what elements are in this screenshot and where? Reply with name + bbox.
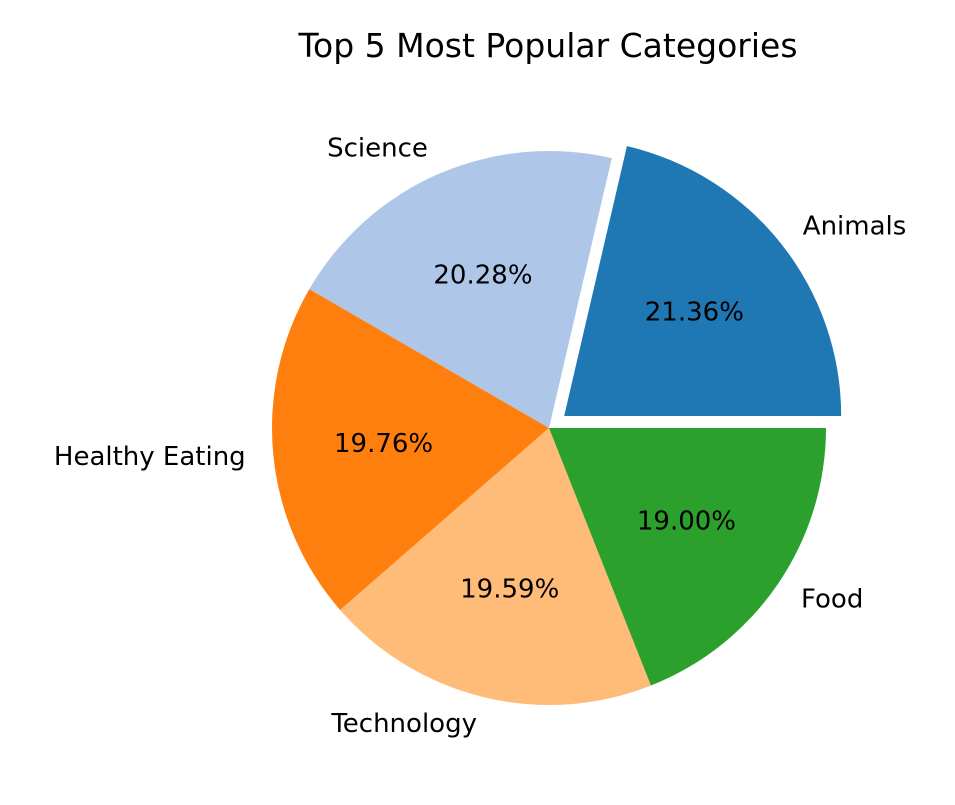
pie-slice-animals: [564, 146, 842, 416]
pie-slice-healthy-eating: [272, 289, 549, 610]
pie-labels: Animals 21.36% Science 20.28% Healthy Eating…: [54, 133, 906, 739]
pie-slice-technology: [340, 428, 651, 705]
pie-slice-food: [549, 428, 826, 686]
slice-label: Science: [327, 133, 428, 163]
chart-title: Top 5 Most Popular Categories: [297, 26, 797, 65]
slice-label: Food: [801, 584, 863, 614]
slice-percentage-label: 20.28%: [433, 260, 532, 290]
pie-slice-science: [309, 151, 612, 428]
slice-percentage-label: 21.36%: [645, 298, 744, 328]
slice-label: Healthy Eating: [54, 442, 246, 472]
slice-label: Technology: [330, 709, 477, 739]
slice-percentage-label: 19.76%: [334, 429, 433, 459]
pie-slices: [272, 146, 842, 705]
slice-percentage-label: 19.59%: [460, 574, 559, 604]
slice-label: Animals: [803, 211, 907, 241]
slice-percentage-label: 19.00%: [637, 506, 736, 536]
